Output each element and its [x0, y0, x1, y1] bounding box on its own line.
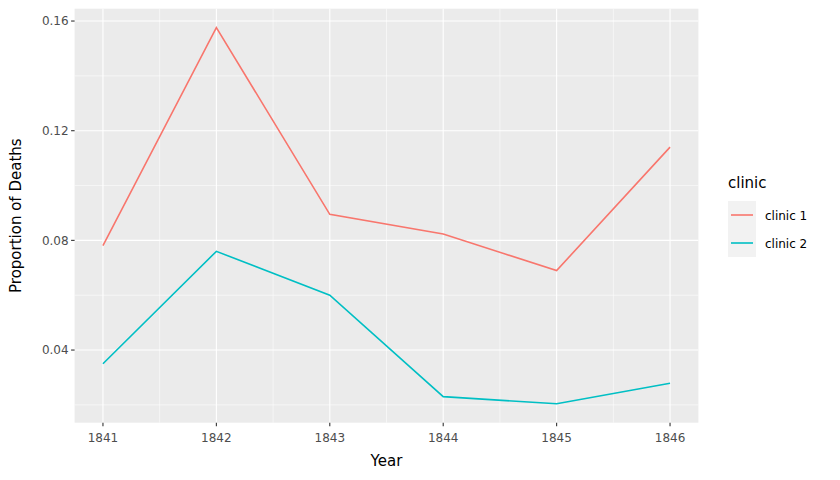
series-line	[103, 251, 670, 403]
plot-panel	[75, 9, 699, 423]
x-tick-label: 1843	[315, 431, 346, 445]
y-tick-label: 0.04	[42, 343, 69, 357]
grid-line	[669, 9, 670, 423]
x-tick-label: 1842	[201, 431, 232, 445]
minor-grid-line	[75, 75, 699, 76]
grid-line	[75, 130, 699, 131]
grid	[75, 9, 699, 423]
y-tick-label: 0.12	[42, 124, 69, 138]
grid-line	[443, 9, 444, 423]
x-tick-label: 1841	[88, 431, 119, 445]
grid-line	[75, 349, 699, 350]
grid-line	[556, 9, 557, 423]
legend-label: clinic 2	[765, 237, 807, 251]
y-tick-label: 0.08	[42, 234, 69, 248]
y-tick-label: 0.16	[42, 14, 69, 28]
grid-line	[329, 9, 330, 423]
tick	[71, 240, 75, 241]
minor-grid-line	[386, 9, 387, 423]
grid-line	[75, 20, 699, 21]
minor-grid-line	[75, 185, 699, 186]
legend-key	[731, 214, 753, 216]
legend-label: clinic 1	[765, 209, 807, 223]
tick	[71, 349, 75, 350]
grid-line	[216, 9, 217, 423]
x-tick-label: 1844	[428, 431, 459, 445]
x-axis-title: Year	[370, 452, 404, 470]
minor-grid-line	[159, 9, 160, 423]
tick	[329, 423, 330, 427]
legend-key-bg	[728, 201, 756, 229]
tick	[216, 423, 217, 427]
series-lines	[103, 28, 670, 404]
minor-grid-line	[273, 9, 274, 423]
legend-key-bg	[728, 229, 756, 257]
minor-grid-line	[75, 295, 699, 296]
chart: 1841 1842 1843 1844 1845 1846 0.04 0.08 0.12 0.16…	[0, 0, 840, 480]
tick	[102, 423, 103, 427]
grid-line	[102, 9, 103, 423]
minor-grid-line	[613, 9, 614, 423]
series-line	[103, 28, 670, 271]
tick	[71, 20, 75, 21]
tick	[71, 130, 75, 131]
legend: clinic clinic 1 clinic 2	[728, 174, 807, 257]
y-axis-title: Proportion of Deaths	[7, 138, 25, 293]
legend-title: clinic	[728, 174, 767, 192]
tick	[669, 423, 670, 427]
x-tick-label: 1846	[655, 431, 686, 445]
x-tick-label: 1845	[541, 431, 572, 445]
tick	[556, 423, 557, 427]
tick	[443, 423, 444, 427]
legend-key	[731, 242, 753, 244]
minor-grid-line	[75, 404, 699, 405]
grid-line	[75, 240, 699, 241]
minor-grid-line	[499, 9, 500, 423]
